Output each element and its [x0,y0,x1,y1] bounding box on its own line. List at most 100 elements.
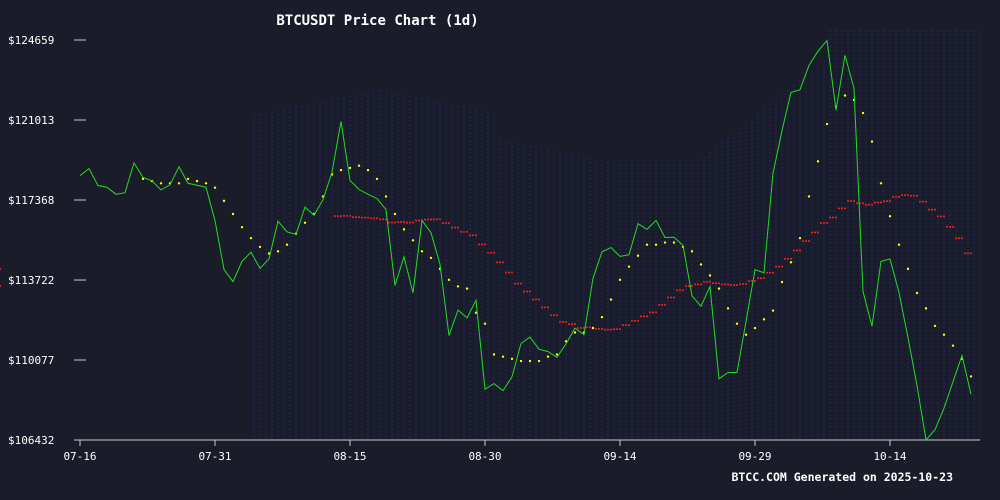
ma-dot [349,214,351,217]
ma-dot [928,208,930,211]
ma-dot [904,194,906,197]
ma-dot [760,276,762,279]
trend-dot [528,359,532,363]
ma-dot [871,203,873,206]
trend-dot [555,353,559,356]
trend-dot [933,324,937,328]
ma-dot [571,323,573,326]
ma-dot [403,221,405,224]
trend-dot [456,285,460,288]
ma-dot [430,218,432,221]
ma-dot [337,215,339,218]
ma-dot [883,200,885,203]
x-axis: 07-16 07-31 08-15 08-30 09-14 09-29 10-14 [63,440,907,463]
ma-dot [358,216,360,219]
ma-dot [814,231,816,234]
ma-dot [613,328,615,331]
ma-dot [466,230,468,233]
ma-dot [601,327,603,330]
ma-dot [499,261,501,264]
trend-dot [366,168,370,172]
ma-dot [943,215,945,218]
ma-dot [790,257,792,260]
ma-dot [484,243,486,246]
ma-dot [808,240,810,243]
ma-dot [787,257,789,260]
ma-dot [586,326,588,329]
ma-dot [691,285,693,288]
ma-dot [457,226,459,229]
trend-dot [690,250,694,253]
trend-dot [249,236,253,240]
ma-dot [388,221,390,224]
ma-dot [481,243,483,246]
ma-dot [382,218,384,221]
trend-dot [195,179,199,183]
ma-dot [472,234,474,237]
y-tick-label: $117368 [8,194,54,207]
ma-dot [658,303,660,306]
x-tick-label: 07-31 [198,450,231,463]
ma-dot [604,328,606,331]
y-tick-label: $106432 [8,434,54,447]
ma-dot [805,240,807,243]
ma-dot [394,221,396,224]
trend-dot [663,241,667,244]
ma-dot [694,283,696,286]
ma-dot [496,261,498,264]
ma-dot [646,315,648,318]
ma-dot [664,303,666,306]
ma-dot [340,215,342,218]
ma-dot [529,290,531,293]
ma-dot [541,306,543,309]
ma-dot [856,202,858,205]
ma-dot [0,267,1,270]
ma-dot [508,271,510,274]
ma-dot [820,222,822,225]
ma-dot [619,328,621,331]
ma-dot [523,290,525,293]
ma-dot [346,214,348,217]
ma-dot [706,280,708,283]
ma-dot [568,323,570,326]
ma-dot [889,200,891,203]
trend-dot [402,228,406,231]
ma-dot [682,289,684,292]
ma-dot [712,282,714,285]
y-tick-label: $124659 [8,34,54,47]
trend-dot [672,241,676,244]
trend-dot [924,307,928,310]
trend-dot [348,166,352,170]
trend-dot [501,355,505,358]
ma-dot [802,240,804,243]
trend-dot [213,186,217,189]
ma-dot [697,283,699,286]
ma-dot [550,314,552,317]
ma-dot [376,217,378,220]
ma-dot [643,315,645,318]
ma-dot [799,249,801,252]
trend-dot [699,263,703,266]
ma-dot [934,208,936,211]
ma-dot [598,327,600,330]
ma-dot [565,320,567,323]
ma-dot [502,261,504,264]
ma-dot [652,311,654,314]
trend-dot [870,140,874,143]
ma-dot [955,237,957,240]
trend-dot [609,298,613,301]
trend-dot [240,225,244,229]
ma-dot [448,222,450,225]
ma-dot [910,194,912,197]
trend-dot [618,278,622,282]
ma-dot [676,289,678,292]
ma-dot [439,218,441,221]
ma-dot [763,276,765,279]
ma-dot [970,252,972,255]
ma-dot [343,214,345,217]
trend-dot [339,168,343,172]
ma-dot [931,208,933,211]
trend-dot [825,122,829,126]
trend-dot [141,177,145,181]
